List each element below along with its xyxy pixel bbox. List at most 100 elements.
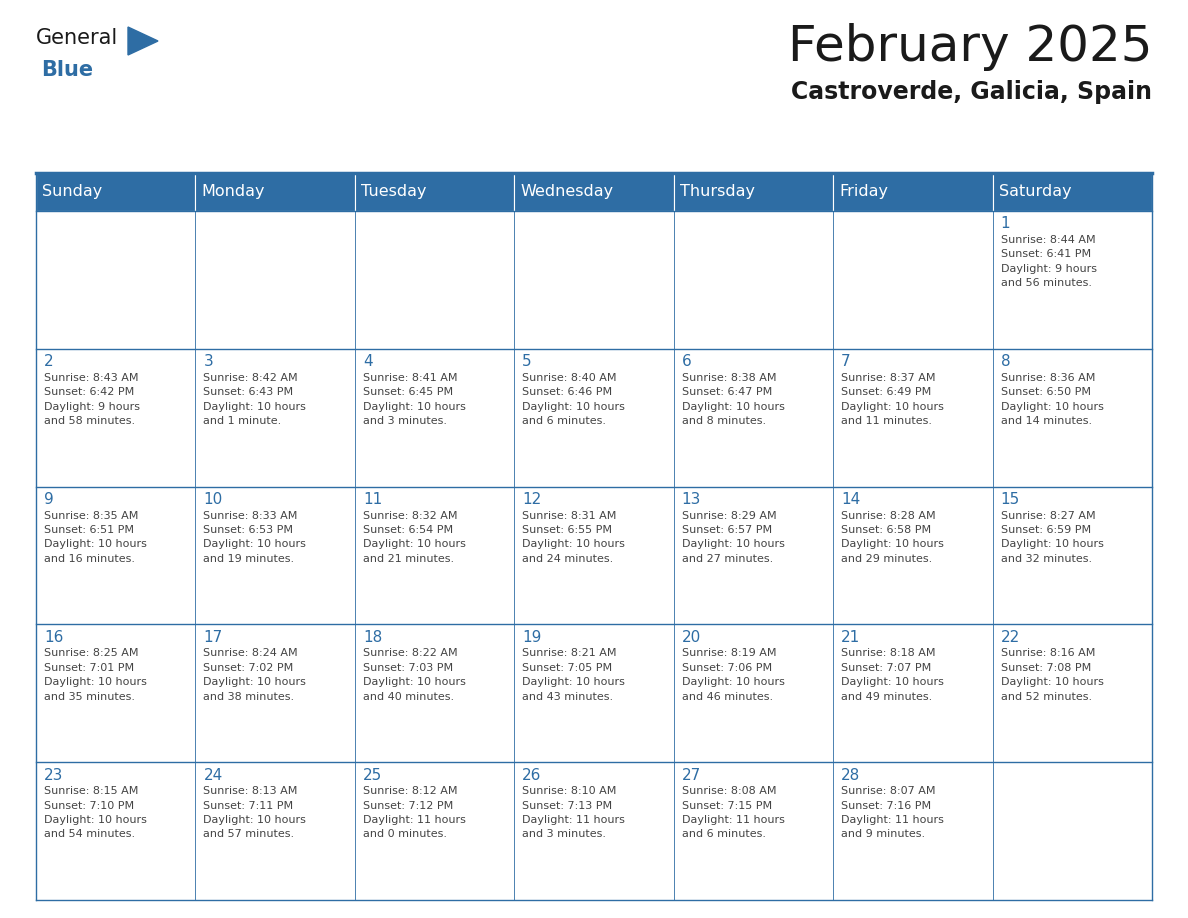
Text: Sunrise: 8:44 AM
Sunset: 6:41 PM
Daylight: 9 hours
and 56 minutes.: Sunrise: 8:44 AM Sunset: 6:41 PM Dayligh… — [1000, 235, 1097, 288]
Bar — [196, 349, 355, 487]
Text: Sunrise: 8:16 AM
Sunset: 7:08 PM
Daylight: 10 hours
and 52 minutes.: Sunrise: 8:16 AM Sunset: 7:08 PM Dayligh… — [1000, 648, 1104, 701]
Text: Monday: Monday — [202, 185, 265, 199]
Bar — [196, 624, 355, 762]
Bar — [36, 762, 196, 900]
Text: Sunrise: 8:31 AM
Sunset: 6:55 PM
Daylight: 10 hours
and 24 minutes.: Sunrise: 8:31 AM Sunset: 6:55 PM Dayligh… — [523, 510, 625, 564]
Bar — [674, 762, 833, 900]
Text: 4: 4 — [362, 354, 373, 369]
Bar — [514, 349, 674, 487]
Text: 7: 7 — [841, 354, 851, 369]
Text: Wednesday: Wednesday — [520, 185, 614, 199]
Bar — [514, 624, 674, 762]
Text: Sunrise: 8:08 AM
Sunset: 7:15 PM
Daylight: 11 hours
and 6 minutes.: Sunrise: 8:08 AM Sunset: 7:15 PM Dayligh… — [682, 786, 784, 839]
Bar — [355, 211, 514, 349]
Text: Sunrise: 8:27 AM
Sunset: 6:59 PM
Daylight: 10 hours
and 32 minutes.: Sunrise: 8:27 AM Sunset: 6:59 PM Dayligh… — [1000, 510, 1104, 564]
Text: 27: 27 — [682, 767, 701, 783]
Text: Sunrise: 8:15 AM
Sunset: 7:10 PM
Daylight: 10 hours
and 54 minutes.: Sunrise: 8:15 AM Sunset: 7:10 PM Dayligh… — [44, 786, 147, 839]
Text: Sunrise: 8:33 AM
Sunset: 6:53 PM
Daylight: 10 hours
and 19 minutes.: Sunrise: 8:33 AM Sunset: 6:53 PM Dayligh… — [203, 510, 307, 564]
Text: Sunrise: 8:38 AM
Sunset: 6:47 PM
Daylight: 10 hours
and 8 minutes.: Sunrise: 8:38 AM Sunset: 6:47 PM Dayligh… — [682, 373, 784, 426]
Text: February 2025: February 2025 — [788, 23, 1152, 71]
Text: 1: 1 — [1000, 217, 1010, 231]
Bar — [674, 624, 833, 762]
Bar — [992, 211, 1152, 349]
Bar — [833, 487, 992, 624]
Bar — [833, 762, 992, 900]
Text: 3: 3 — [203, 354, 213, 369]
Text: Saturday: Saturday — [999, 185, 1072, 199]
Bar — [674, 349, 833, 487]
Text: 23: 23 — [44, 767, 63, 783]
Text: Sunrise: 8:22 AM
Sunset: 7:03 PM
Daylight: 10 hours
and 40 minutes.: Sunrise: 8:22 AM Sunset: 7:03 PM Dayligh… — [362, 648, 466, 701]
Text: 16: 16 — [44, 630, 63, 645]
Text: Sunrise: 8:12 AM
Sunset: 7:12 PM
Daylight: 11 hours
and 0 minutes.: Sunrise: 8:12 AM Sunset: 7:12 PM Dayligh… — [362, 786, 466, 839]
Bar — [674, 487, 833, 624]
Text: 15: 15 — [1000, 492, 1019, 507]
Text: 13: 13 — [682, 492, 701, 507]
Bar — [833, 173, 992, 211]
Text: Sunrise: 8:32 AM
Sunset: 6:54 PM
Daylight: 10 hours
and 21 minutes.: Sunrise: 8:32 AM Sunset: 6:54 PM Dayligh… — [362, 510, 466, 564]
Bar — [355, 349, 514, 487]
Bar — [355, 487, 514, 624]
Bar — [833, 624, 992, 762]
Text: 21: 21 — [841, 630, 860, 645]
Bar — [196, 762, 355, 900]
Bar — [355, 173, 514, 211]
Bar — [514, 487, 674, 624]
Text: 28: 28 — [841, 767, 860, 783]
Text: Sunrise: 8:07 AM
Sunset: 7:16 PM
Daylight: 11 hours
and 9 minutes.: Sunrise: 8:07 AM Sunset: 7:16 PM Dayligh… — [841, 786, 944, 839]
Text: Thursday: Thursday — [680, 185, 756, 199]
Text: Sunrise: 8:37 AM
Sunset: 6:49 PM
Daylight: 10 hours
and 11 minutes.: Sunrise: 8:37 AM Sunset: 6:49 PM Dayligh… — [841, 373, 944, 426]
Text: 9: 9 — [44, 492, 53, 507]
Bar — [36, 173, 196, 211]
Bar — [196, 211, 355, 349]
Bar — [992, 349, 1152, 487]
Bar — [196, 487, 355, 624]
Bar — [36, 487, 196, 624]
Bar — [36, 349, 196, 487]
Bar — [674, 173, 833, 211]
Text: 12: 12 — [523, 492, 542, 507]
Text: Sunrise: 8:40 AM
Sunset: 6:46 PM
Daylight: 10 hours
and 6 minutes.: Sunrise: 8:40 AM Sunset: 6:46 PM Dayligh… — [523, 373, 625, 426]
Text: 20: 20 — [682, 630, 701, 645]
Text: Sunrise: 8:21 AM
Sunset: 7:05 PM
Daylight: 10 hours
and 43 minutes.: Sunrise: 8:21 AM Sunset: 7:05 PM Dayligh… — [523, 648, 625, 701]
Bar — [196, 173, 355, 211]
Text: Sunrise: 8:42 AM
Sunset: 6:43 PM
Daylight: 10 hours
and 1 minute.: Sunrise: 8:42 AM Sunset: 6:43 PM Dayligh… — [203, 373, 307, 426]
Text: Sunrise: 8:13 AM
Sunset: 7:11 PM
Daylight: 10 hours
and 57 minutes.: Sunrise: 8:13 AM Sunset: 7:11 PM Dayligh… — [203, 786, 307, 839]
Bar — [36, 211, 196, 349]
Bar — [36, 624, 196, 762]
Text: 2: 2 — [44, 354, 53, 369]
Text: Sunrise: 8:43 AM
Sunset: 6:42 PM
Daylight: 9 hours
and 58 minutes.: Sunrise: 8:43 AM Sunset: 6:42 PM Dayligh… — [44, 373, 140, 426]
Polygon shape — [128, 27, 158, 55]
Bar — [355, 762, 514, 900]
Bar — [833, 211, 992, 349]
Text: General: General — [36, 28, 119, 48]
Bar — [992, 624, 1152, 762]
Text: 17: 17 — [203, 630, 222, 645]
Text: Sunrise: 8:36 AM
Sunset: 6:50 PM
Daylight: 10 hours
and 14 minutes.: Sunrise: 8:36 AM Sunset: 6:50 PM Dayligh… — [1000, 373, 1104, 426]
Bar — [992, 487, 1152, 624]
Text: Castroverde, Galicia, Spain: Castroverde, Galicia, Spain — [791, 80, 1152, 104]
Text: Sunrise: 8:18 AM
Sunset: 7:07 PM
Daylight: 10 hours
and 49 minutes.: Sunrise: 8:18 AM Sunset: 7:07 PM Dayligh… — [841, 648, 944, 701]
Bar — [514, 762, 674, 900]
Text: 8: 8 — [1000, 354, 1010, 369]
Text: Sunrise: 8:24 AM
Sunset: 7:02 PM
Daylight: 10 hours
and 38 minutes.: Sunrise: 8:24 AM Sunset: 7:02 PM Dayligh… — [203, 648, 307, 701]
Text: Sunrise: 8:25 AM
Sunset: 7:01 PM
Daylight: 10 hours
and 35 minutes.: Sunrise: 8:25 AM Sunset: 7:01 PM Dayligh… — [44, 648, 147, 701]
Text: 14: 14 — [841, 492, 860, 507]
Bar — [355, 624, 514, 762]
Text: Blue: Blue — [42, 60, 93, 80]
Text: Sunday: Sunday — [43, 185, 102, 199]
Bar — [833, 349, 992, 487]
Text: Sunrise: 8:35 AM
Sunset: 6:51 PM
Daylight: 10 hours
and 16 minutes.: Sunrise: 8:35 AM Sunset: 6:51 PM Dayligh… — [44, 510, 147, 564]
Text: 19: 19 — [523, 630, 542, 645]
Bar — [992, 173, 1152, 211]
Text: Friday: Friday — [840, 185, 889, 199]
Text: 18: 18 — [362, 630, 383, 645]
Text: 24: 24 — [203, 767, 222, 783]
Text: 5: 5 — [523, 354, 532, 369]
Text: Sunrise: 8:28 AM
Sunset: 6:58 PM
Daylight: 10 hours
and 29 minutes.: Sunrise: 8:28 AM Sunset: 6:58 PM Dayligh… — [841, 510, 944, 564]
Bar — [514, 211, 674, 349]
Bar — [514, 173, 674, 211]
Bar — [992, 762, 1152, 900]
Text: Tuesday: Tuesday — [361, 185, 426, 199]
Text: 10: 10 — [203, 492, 222, 507]
